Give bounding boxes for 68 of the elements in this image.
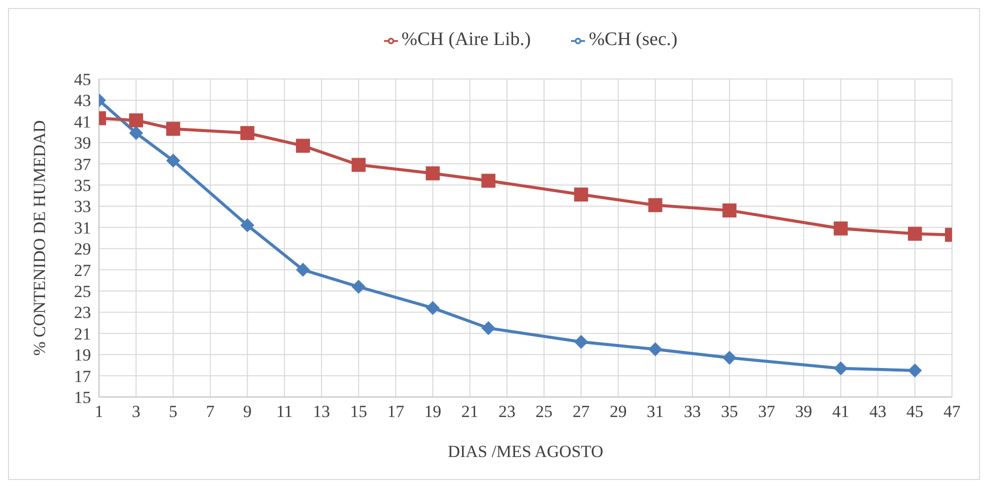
x-tick-label: 19 — [424, 402, 442, 422]
point — [129, 113, 144, 128]
point — [834, 221, 848, 236]
x-tick-label: 25 — [536, 402, 553, 422]
y-tick-label: 15 — [74, 388, 91, 408]
point — [908, 226, 922, 241]
y-tick-label: 23 — [74, 303, 91, 322]
y-tick-label: 19 — [74, 346, 91, 365]
point — [240, 218, 254, 232]
x-tick-label: 45 — [906, 402, 924, 422]
x-axis-title: DIAS /MES AGOSTO — [448, 442, 604, 461]
y-tick-label: 43 — [74, 91, 91, 110]
x-tick-label: 47 — [944, 402, 961, 422]
y-tick-label: 37 — [74, 154, 92, 174]
y-tick-label: 33 — [74, 197, 91, 216]
x-tick-label: 35 — [720, 402, 738, 422]
point — [426, 300, 440, 315]
x-tick-label: 13 — [313, 402, 330, 422]
y-tick-label: 39 — [74, 134, 91, 153]
x-tick-label: 5 — [168, 402, 178, 422]
x-tick-label: 39 — [795, 402, 812, 422]
x-tick-label: 23 — [498, 402, 516, 422]
point — [426, 166, 440, 180]
point — [352, 280, 366, 294]
point — [908, 364, 922, 378]
x-tick-label: 27 — [572, 402, 590, 422]
y-tick-label: 41 — [74, 112, 91, 132]
point — [481, 174, 496, 188]
x-tick-label: 29 — [610, 402, 627, 422]
x-tick-label: 17 — [387, 402, 405, 422]
point — [166, 154, 180, 168]
point — [296, 138, 310, 153]
x-tick-label: 31 — [646, 402, 664, 422]
point — [648, 342, 662, 356]
x-tick-label: 43 — [869, 402, 886, 422]
point — [574, 334, 588, 349]
x-tick-label: 21 — [461, 402, 478, 422]
x-tick-label: 11 — [276, 402, 293, 422]
y-tick-label: 25 — [74, 282, 91, 302]
point — [722, 350, 736, 365]
x-tick-label: 15 — [350, 402, 368, 422]
x-tick-label: 33 — [684, 402, 701, 422]
point — [722, 203, 736, 218]
point — [648, 198, 662, 212]
point — [240, 126, 254, 140]
y-tick-label: 45 — [74, 70, 91, 90]
y-tick-label: 29 — [74, 240, 91, 259]
x-tick-label: 9 — [243, 402, 252, 422]
y-axis-title: % CONTENIDO DE HUMEDAD — [30, 120, 50, 356]
point — [481, 321, 496, 336]
y-tick-label: 17 — [74, 366, 92, 386]
x-tick-label: 1 — [94, 402, 104, 422]
y-tick-label: 35 — [74, 176, 91, 196]
point — [296, 262, 310, 277]
legend-label: %CH (Aire Lib.) — [402, 29, 531, 50]
point — [166, 122, 180, 136]
point — [574, 188, 588, 202]
x-tick-label: 3 — [132, 402, 140, 422]
x-tick-label: 37 — [758, 402, 776, 422]
point — [834, 361, 848, 376]
x-tick-label: 7 — [206, 402, 216, 422]
y-tick-label: 27 — [74, 260, 92, 280]
y-tick-label: 21 — [74, 324, 91, 344]
legend-label: %CH (sec.) — [588, 29, 678, 50]
point — [129, 126, 144, 140]
x-tick-label: 41 — [832, 402, 850, 422]
y-tick-label: 31 — [74, 218, 91, 238]
point — [352, 158, 366, 172]
